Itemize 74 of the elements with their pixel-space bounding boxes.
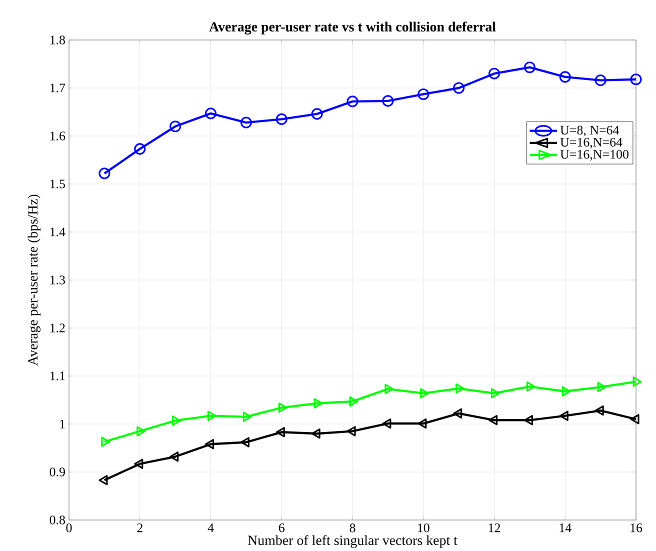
point [630,414,640,424]
point [526,381,536,392]
point [314,398,323,408]
legend-label: U=16,N=64 [560,138,622,148]
y-tick-label: 1.7 [50,84,66,92]
point [524,414,533,426]
x-tick-label: 6 [278,523,284,532]
point [101,436,110,447]
y-tick-label: 1.5 [50,180,65,188]
legend-label: U=8, N=64 [560,126,620,136]
point [488,68,500,80]
point [240,116,252,128]
y-tick-label: 1.1 [50,372,65,380]
x-tick-label: 12 [488,523,500,532]
point [311,428,320,439]
y-tick-label: 1 [60,420,65,428]
y-axis-title: Average per-user rate (bps/Hz) [28,194,40,366]
point [240,437,250,448]
point [204,108,217,120]
point [594,405,604,416]
point [597,382,606,392]
point [630,73,642,86]
point [276,113,288,125]
point [134,458,144,469]
point [134,143,146,155]
y-tick-label: 0.9 [50,467,65,476]
x-tick-label: 14 [560,523,572,532]
point [349,396,358,406]
point [204,438,214,450]
point [172,415,182,426]
point [488,414,498,426]
x-tick-label: 16 [630,523,642,532]
point [632,376,642,387]
y-tick-label: 1.8 [50,35,65,44]
legend-label: U=16,N=100 [560,150,628,160]
point [311,108,323,120]
point [384,384,394,394]
point [170,451,179,462]
point [559,71,571,83]
point [418,88,430,100]
point [382,418,392,429]
point [420,388,430,398]
point [346,426,356,436]
point [170,120,182,132]
y-tick-label: 1.3 [50,275,65,284]
point [418,418,427,429]
point [594,74,606,86]
x-tick-label: 0 [66,523,72,532]
point [136,426,146,436]
point [278,402,288,413]
point [490,388,500,398]
point [346,96,358,108]
point [559,410,568,421]
point [382,95,394,107]
point [456,383,465,394]
point [562,386,571,396]
x-tick-label: 2 [137,523,142,532]
point [242,412,252,422]
y-tick-label: 1.4 [50,228,66,236]
point [98,168,110,180]
x-axis-title: Number of left singular vectors kept t [248,534,458,548]
x-tick-label: 8 [350,523,356,532]
x-tick-label: 4 [208,523,214,532]
point [453,82,465,94]
chart-title: Average per-user rate vs t with collision deferral [209,21,496,34]
point [524,61,536,74]
y-tick-label: 1.2 [50,323,65,332]
point [98,474,108,486]
y-tick-label: 0.8 [50,515,65,524]
y-tick-label: 1.6 [50,131,66,140]
point [207,410,217,421]
x-tick-label: 10 [418,523,430,532]
point [276,426,285,438]
point [453,408,462,418]
